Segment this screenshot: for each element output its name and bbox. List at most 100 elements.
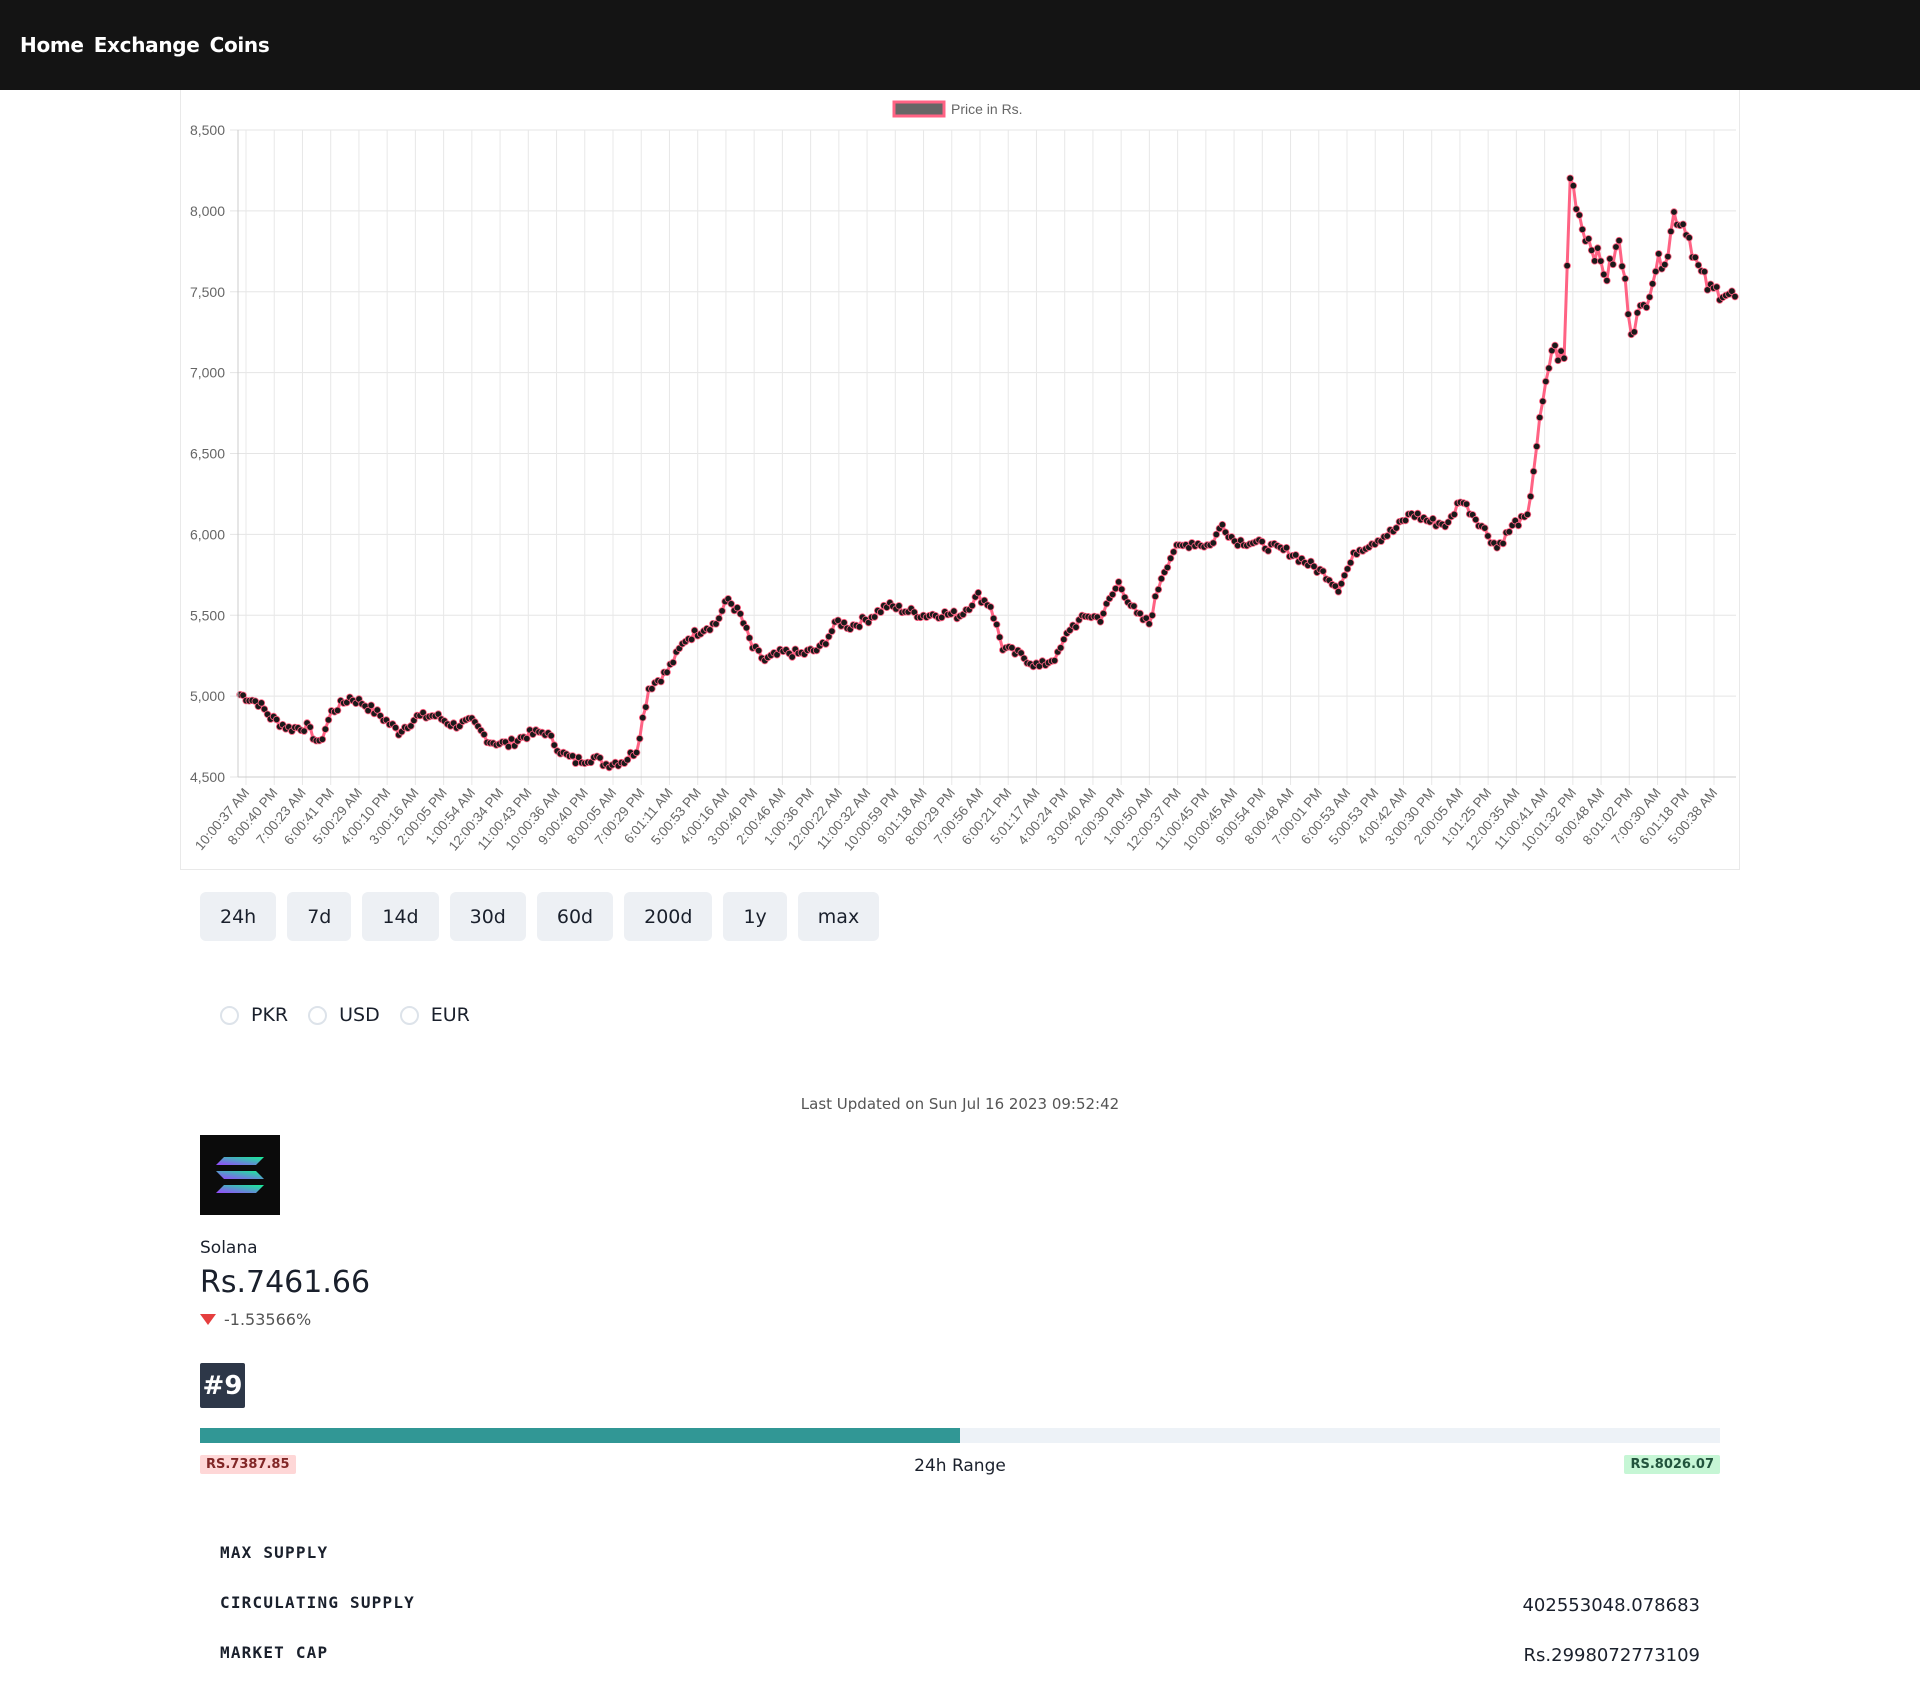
stat-row-circulating-supply: Circulating Supply 402553048.078683 — [220, 1585, 1700, 1635]
range-max-button[interactable]: max — [797, 892, 880, 941]
data-point — [1554, 356, 1562, 365]
data-point — [1505, 528, 1513, 536]
data-point — [718, 607, 726, 615]
data-point — [1630, 328, 1638, 336]
data-point — [1401, 516, 1410, 525]
range-low-badge: RS.7387.85 — [200, 1455, 296, 1474]
range-30d-button[interactable]: 30d — [449, 892, 526, 941]
nav-exchange-link[interactable]: Exchange — [93, 33, 200, 57]
range-24h-button[interactable]: 24h — [200, 892, 277, 941]
data-point — [306, 723, 314, 731]
range-7d-button[interactable]: 7d — [287, 892, 352, 941]
data-point — [1108, 590, 1117, 599]
data-point — [507, 735, 516, 743]
data-point — [825, 632, 833, 641]
range-1y-button[interactable]: 1y — [723, 892, 787, 941]
currency-selector: PKR USD EUR — [220, 1004, 490, 1026]
data-point — [1529, 467, 1538, 476]
data-point — [1670, 208, 1678, 216]
data-point — [1282, 544, 1291, 552]
data-point — [504, 743, 513, 751]
radio-circle[interactable] — [308, 1005, 328, 1025]
nav-coins-link[interactable]: Coins — [209, 33, 270, 57]
data-point — [822, 640, 830, 648]
data-point — [1700, 267, 1709, 276]
data-point — [1337, 580, 1346, 588]
data-point — [1654, 250, 1663, 258]
data-point — [639, 714, 647, 722]
data-point — [1115, 578, 1123, 586]
range-60d-button[interactable]: 60d — [536, 892, 614, 941]
data-point — [706, 626, 714, 634]
data-point — [480, 730, 488, 739]
data-point — [1523, 510, 1532, 519]
data-point — [1606, 255, 1614, 263]
radio-label: EUR — [430, 1004, 470, 1026]
data-point — [1667, 227, 1675, 236]
data-point — [938, 613, 946, 622]
data-point — [1731, 292, 1739, 301]
data-point — [1551, 341, 1559, 350]
data-point — [1578, 225, 1587, 234]
data-point — [1060, 635, 1068, 644]
data-point — [1142, 614, 1150, 622]
stat-row-market-cap: Market Cap Rs.2998072773109 — [220, 1635, 1700, 1685]
radio-label: USD — [339, 1004, 380, 1026]
coin-stats: Max Supply Circulating Supply 402553048.… — [220, 1535, 1700, 1685]
range-14d-button[interactable]: 14d — [362, 892, 439, 941]
y-tick-label: 4,500 — [190, 769, 225, 785]
stat-label: Market Cap — [220, 1643, 329, 1662]
data-point — [1542, 377, 1550, 386]
data-point — [1621, 274, 1629, 283]
currency-pkr-radio[interactable]: PKR — [220, 1004, 288, 1026]
data-point — [1661, 260, 1669, 269]
data-point — [1645, 293, 1654, 301]
data-point — [1584, 235, 1593, 243]
data-point — [1136, 609, 1144, 618]
data-point — [993, 620, 1001, 629]
y-tick-label: 6,000 — [190, 526, 225, 542]
data-point — [745, 634, 754, 642]
navbar: Home Exchange Coins — [0, 0, 1920, 90]
data-point — [968, 601, 976, 610]
data-point — [373, 706, 381, 714]
nav-home-link[interactable]: Home — [20, 33, 84, 57]
currency-usd-radio[interactable]: USD — [308, 1004, 380, 1026]
data-point — [1526, 492, 1535, 501]
stat-row-max-supply: Max Supply — [220, 1535, 1700, 1585]
data-point — [1712, 283, 1721, 291]
solana-logo — [200, 1135, 280, 1215]
data-point — [1413, 509, 1422, 518]
last-updated-text: Last Updated on Sun Jul 16 2023 09:52:42 — [800, 1095, 1120, 1113]
data-point — [1600, 270, 1608, 279]
data-point — [986, 603, 995, 611]
range-200d-button[interactable]: 200d — [624, 892, 713, 941]
data-point — [623, 756, 632, 764]
data-point — [733, 604, 741, 612]
data-point — [1163, 563, 1172, 572]
data-point — [950, 607, 958, 615]
data-point — [1099, 609, 1108, 618]
data-point — [1685, 233, 1693, 242]
data-point — [1444, 518, 1452, 526]
data-point — [1218, 521, 1227, 529]
data-point — [1072, 623, 1080, 631]
data-point — [742, 624, 751, 632]
data-point — [855, 623, 864, 631]
data-point — [272, 715, 281, 724]
data-point — [300, 727, 308, 735]
data-point — [1603, 276, 1611, 285]
data-point — [715, 614, 723, 623]
stat-label: Max Supply — [220, 1543, 329, 1562]
data-point — [636, 734, 644, 743]
data-point — [1008, 644, 1016, 652]
radio-circle[interactable] — [399, 1005, 419, 1025]
stat-value: Rs.2998072773109 — [1523, 1645, 1700, 1666]
currency-eur-radio[interactable]: EUR — [399, 1004, 470, 1026]
data-point — [895, 602, 903, 610]
price-line — [239, 176, 1737, 769]
data-point — [1575, 211, 1584, 219]
radio-circle[interactable] — [220, 1005, 239, 1025]
data-point — [568, 752, 577, 760]
data-point — [1462, 500, 1471, 508]
